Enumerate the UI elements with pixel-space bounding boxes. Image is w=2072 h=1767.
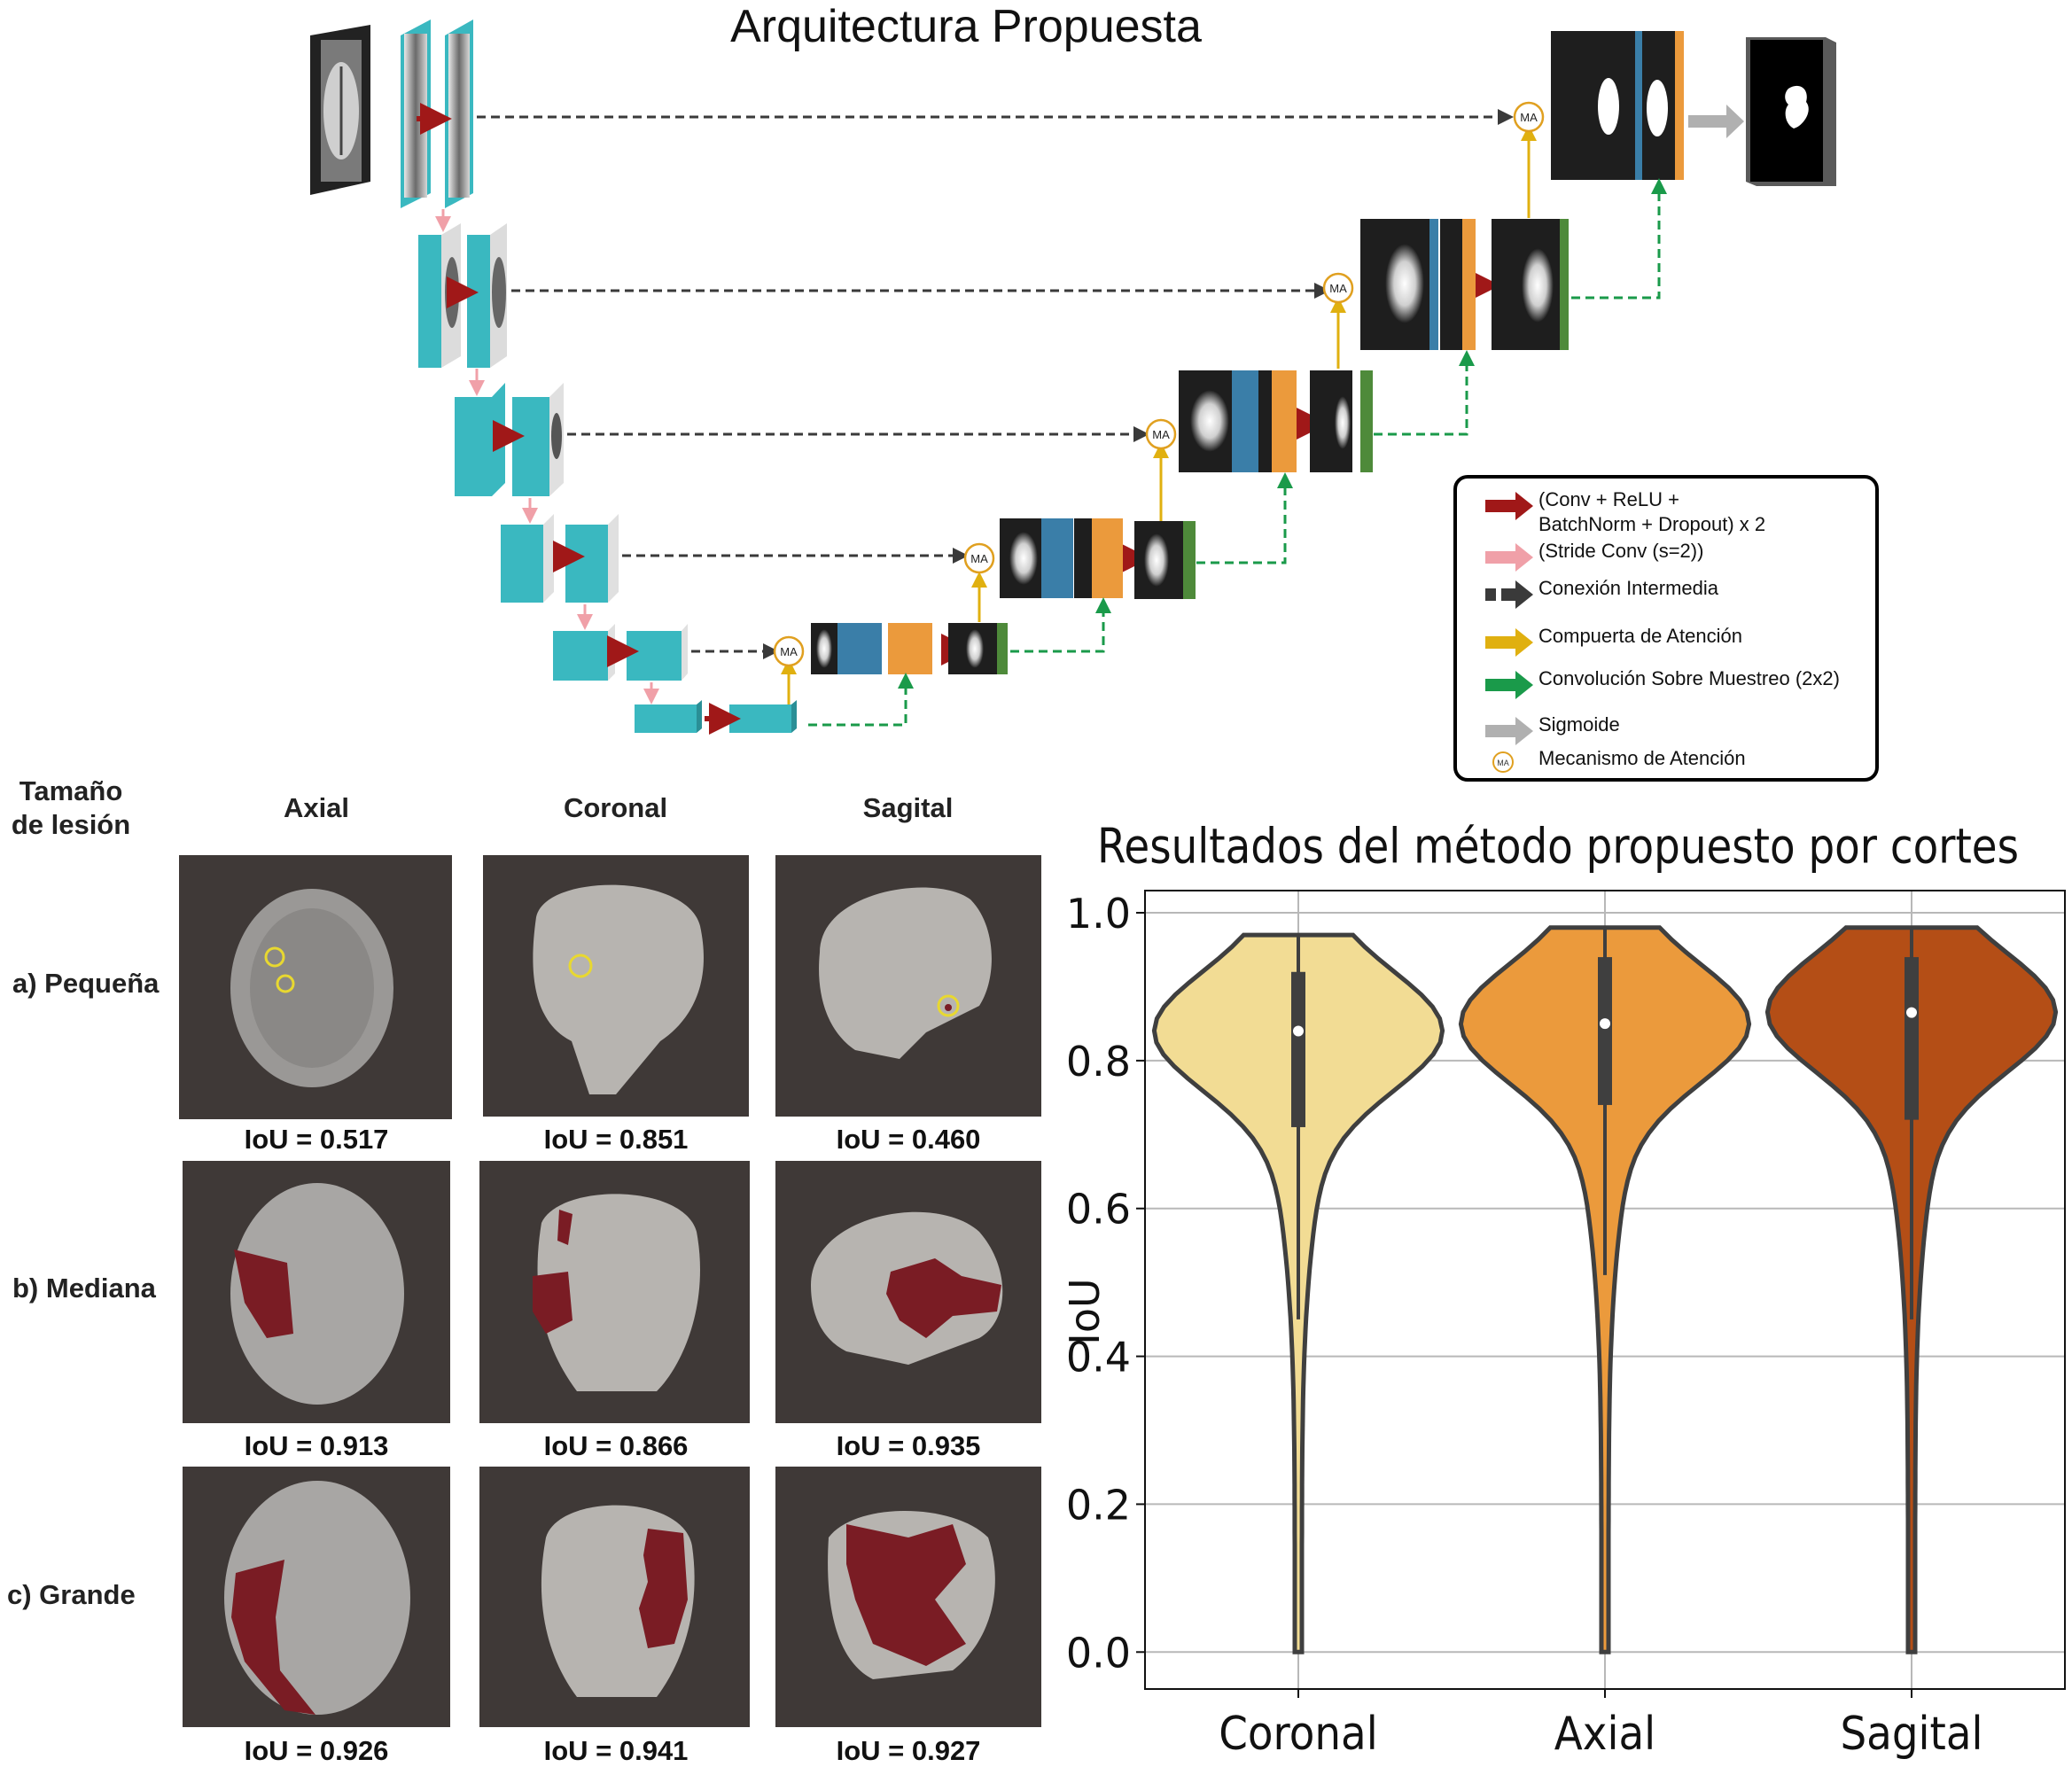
attention-gate-label: MA: [970, 552, 988, 565]
row-label-large: c) Grande: [7, 1579, 136, 1610]
row-header-lesion-size: Tamaño de lesión: [11, 775, 131, 840]
legend-label: (Stride Conv (s=2)): [1538, 540, 1704, 562]
attention-gate-label: MA: [1520, 111, 1538, 124]
x-tick-label: Sagital: [1840, 1707, 1982, 1761]
y-tick-label: 0.2: [1066, 1481, 1131, 1529]
x-tick-label: Axial: [1554, 1707, 1655, 1761]
column-header-coronal: Coronal: [563, 792, 668, 823]
row-label-medium: b) Mediana: [12, 1273, 156, 1304]
attention-gate-label: MA: [1152, 428, 1170, 441]
mri-panel-medium-sagital: [775, 1161, 1041, 1423]
iou-large-sagital: IoU = 0.927: [836, 1735, 981, 1766]
decoder: [811, 31, 1836, 674]
iqr-box: [1598, 957, 1612, 1105]
iou-medium-coronal: IoU = 0.866: [543, 1430, 689, 1461]
iou-medium-axial: IoU = 0.913: [244, 1430, 389, 1461]
encoder: [401, 19, 797, 733]
iou-large-coronal: IoU = 0.941: [543, 1735, 689, 1766]
iou-small-sagital: IoU = 0.460: [836, 1124, 981, 1155]
gray-arrow-icon: [1485, 717, 1533, 745]
input-mri-slice: [310, 25, 370, 195]
attention-gates: [773, 101, 1545, 667]
legend-label: Convolución Sobre Muestreo (2x2): [1538, 667, 1840, 689]
dark-dashed-arrow-icon: [1485, 580, 1533, 609]
median-point: [1906, 1007, 1917, 1018]
skip-connections: [477, 109, 1514, 659]
legend-label: Conexión Intermedia: [1538, 577, 1719, 599]
median-point: [1600, 1018, 1610, 1030]
column-header-sagital: Sagital: [862, 792, 954, 823]
attention-gate-label: MA: [780, 645, 798, 658]
stride-arrows: [435, 209, 659, 704]
violin-axial: [1458, 925, 1752, 1654]
mri-panel-large-axial: [183, 1467, 450, 1727]
architecture-legend: (Conv + ReLU + BatchNorm + Dropout) x 2 …: [1453, 475, 1879, 782]
row-label-small: a) Pequeña: [12, 968, 160, 999]
plot-frame: [1144, 890, 2066, 1690]
median-point: [1293, 1025, 1304, 1037]
y-tick-label: 0.8: [1066, 1038, 1131, 1086]
iqr-box: [1291, 971, 1305, 1127]
yellow-arrow-icon: [1485, 628, 1533, 657]
attention-gate-labels: MA MA MA MA MA: [780, 111, 1538, 658]
iou-medium-sagital: IoU = 0.935: [836, 1430, 981, 1461]
mri-panel-medium-axial: [183, 1161, 450, 1423]
chart-title: Resultados del método propuesto por cort…: [1097, 818, 2019, 874]
y-tick-label: 0.4: [1066, 1334, 1131, 1382]
iou-small-coronal: IoU = 0.851: [543, 1124, 689, 1155]
mri-panel-large-coronal: [479, 1467, 750, 1727]
mri-panel-medium-coronal: [479, 1161, 750, 1423]
x-tick-label: Coronal: [1219, 1707, 1377, 1761]
mri-panel-large-sagital: [775, 1467, 1041, 1727]
svg-text:MA: MA: [1497, 759, 1509, 767]
y-tick-label: 0.6: [1066, 1186, 1131, 1234]
legend-label: Compuerta de Atención: [1538, 625, 1742, 647]
iou-large-axial: IoU = 0.926: [244, 1735, 389, 1766]
attention-gate-label: MA: [1329, 282, 1347, 295]
upsampling-arrows: [808, 178, 1667, 727]
y-tick-label: 0.0: [1066, 1629, 1131, 1677]
red-arrow-icon: [1485, 492, 1533, 520]
violin-chart: Resultados del método propuesto por cort…: [1063, 818, 2066, 1761]
legend-label: Mecanismo de Atención: [1538, 747, 1746, 769]
mri-panel-small-axial: [179, 855, 452, 1119]
green-arrow-icon: [1485, 671, 1533, 699]
attention-arrows: [781, 125, 1537, 704]
column-header-axial: Axial: [283, 792, 350, 823]
iou-small-axial: IoU = 0.517: [244, 1124, 389, 1155]
unet-architecture-diagram: MA MA MA MA MA: [310, 19, 1836, 735]
ma-circle-icon: MA: [1492, 751, 1514, 773]
mri-panel-small-sagital: [775, 855, 1041, 1117]
y-tick-label: 1.0: [1066, 890, 1131, 938]
y-axis-label: IoU: [1063, 1278, 1109, 1344]
legend-label: Sigmoide: [1538, 713, 1620, 736]
pink-arrow-icon: [1485, 543, 1533, 572]
legend-label: (Conv + ReLU + BatchNorm + Dropout) x 2: [1538, 488, 1766, 535]
sigmoid-arrow: [1688, 105, 1744, 138]
mri-panel-small-coronal: [483, 855, 749, 1117]
architecture-title: Arquitectura Propuesta: [730, 1, 1202, 52]
iqr-box: [1905, 957, 1919, 1120]
